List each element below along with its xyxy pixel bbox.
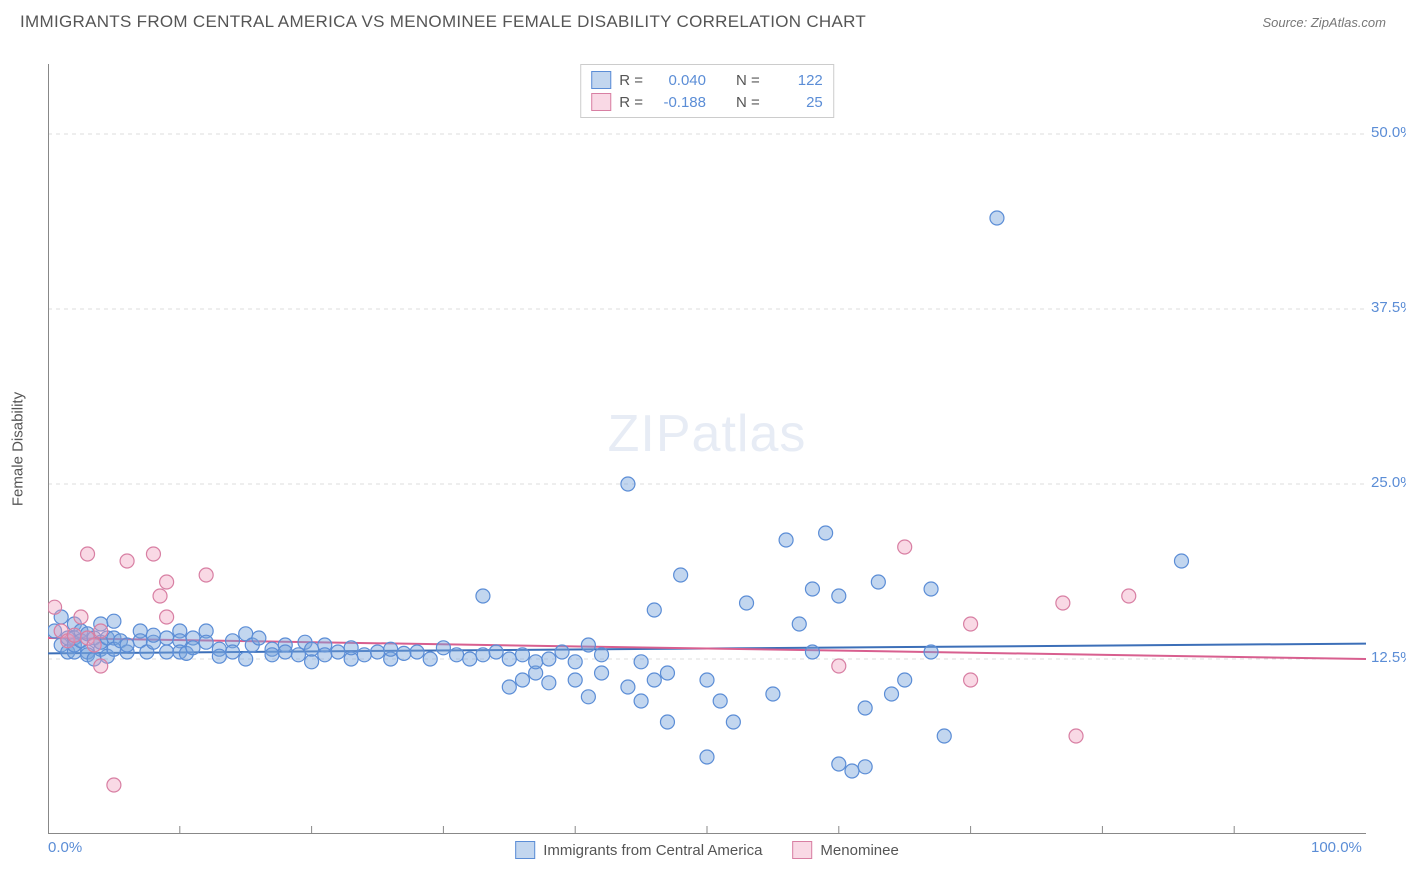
y-tick-label: 37.5% [1371, 299, 1406, 316]
legend-series-label: Immigrants from Central America [543, 842, 762, 859]
chart-header: IMMIGRANTS FROM CENTRAL AMERICA VS MENOM… [0, 0, 1406, 37]
legend-stat-row: R = 0.040 N = 122 [591, 69, 823, 91]
legend-n-label: N = [736, 72, 760, 89]
legend-n-value: 122 [768, 72, 823, 89]
legend-n-label: N = [736, 94, 760, 111]
chart-source: Source: ZipAtlas.com [1262, 15, 1386, 30]
legend-swatch [792, 841, 812, 859]
legend-series: Immigrants from Central America Menominee [515, 841, 899, 859]
legend-r-label: R = [619, 72, 643, 89]
legend-series-item: Immigrants from Central America [515, 841, 762, 859]
legend-r-value: -0.188 [651, 94, 706, 111]
y-axis-label: Female Disability [10, 392, 27, 506]
legend-stat-row: R = -0.188 N = 25 [591, 91, 823, 113]
legend-n-value: 25 [768, 94, 823, 111]
x-tick-label: 0.0% [48, 839, 82, 856]
legend-series-item: Menominee [792, 841, 898, 859]
source-name: ZipAtlas.com [1311, 15, 1386, 30]
legend-swatch [591, 71, 611, 89]
x-tick-label: 100.0% [1311, 839, 1362, 856]
legend-r-value: 0.040 [651, 72, 706, 89]
legend-swatch [591, 93, 611, 111]
y-tick-label: 50.0% [1371, 124, 1406, 141]
legend-swatch [515, 841, 535, 859]
scatter-plot [48, 64, 1366, 834]
y-tick-label: 25.0% [1371, 474, 1406, 491]
legend-r-label: R = [619, 94, 643, 111]
y-tick-label: 12.5% [1371, 649, 1406, 666]
chart-container: Female Disability ZIPatlas R =0.040N =12… [48, 64, 1366, 834]
legend-stats-box: R = 0.040 N = 122 R = -0.188 N = 25 [580, 64, 834, 118]
legend-series-label: Menominee [820, 842, 898, 859]
source-prefix: Source: [1262, 15, 1310, 30]
chart-title: IMMIGRANTS FROM CENTRAL AMERICA VS MENOM… [20, 12, 866, 32]
